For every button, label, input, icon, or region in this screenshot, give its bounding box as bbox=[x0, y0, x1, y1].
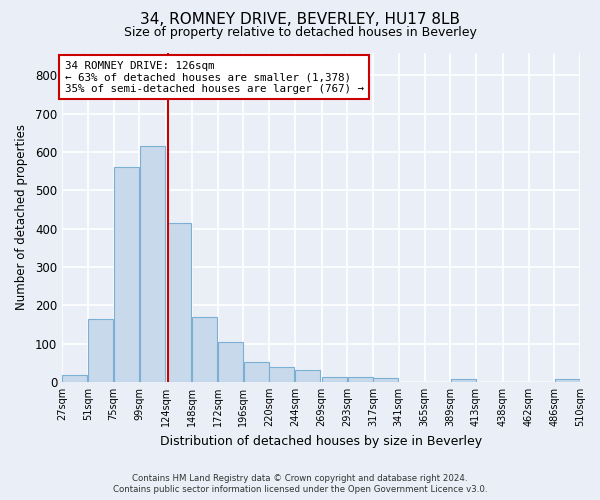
Text: 34 ROMNEY DRIVE: 126sqm
← 63% of detached houses are smaller (1,378)
35% of semi: 34 ROMNEY DRIVE: 126sqm ← 63% of detache… bbox=[65, 60, 364, 94]
Bar bbox=[192, 317, 217, 382]
X-axis label: Distribution of detached houses by size in Beverley: Distribution of detached houses by size … bbox=[160, 434, 482, 448]
Text: 34, ROMNEY DRIVE, BEVERLEY, HU17 8LB: 34, ROMNEY DRIVE, BEVERLEY, HU17 8LB bbox=[140, 12, 460, 28]
Text: Size of property relative to detached houses in Beverley: Size of property relative to detached ho… bbox=[124, 26, 476, 39]
Text: Contains HM Land Registry data © Crown copyright and database right 2024.
Contai: Contains HM Land Registry data © Crown c… bbox=[113, 474, 487, 494]
Y-axis label: Number of detached properties: Number of detached properties bbox=[15, 124, 28, 310]
Bar bbox=[554, 379, 580, 382]
Bar bbox=[269, 366, 295, 382]
Bar bbox=[244, 362, 269, 382]
Bar bbox=[62, 375, 88, 382]
Bar bbox=[140, 146, 164, 382]
Bar bbox=[322, 376, 347, 382]
Bar bbox=[295, 370, 320, 382]
Bar bbox=[348, 376, 373, 382]
Bar bbox=[373, 378, 398, 382]
Bar bbox=[114, 168, 139, 382]
Bar bbox=[88, 318, 113, 382]
Bar bbox=[167, 223, 191, 382]
Bar bbox=[451, 379, 476, 382]
Bar bbox=[218, 342, 243, 382]
